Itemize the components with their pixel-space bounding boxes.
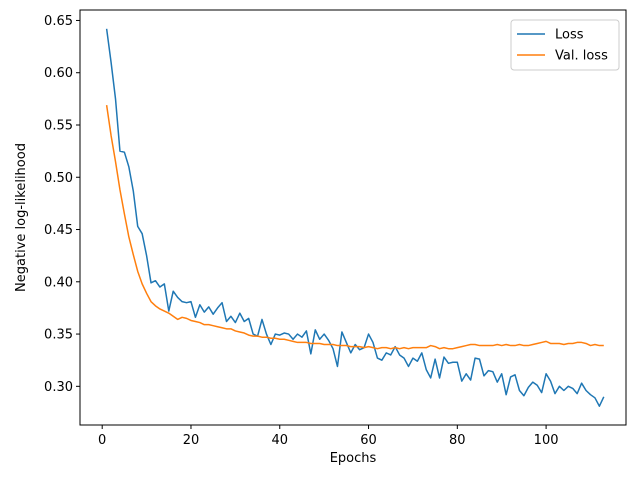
x-tick-label: 40 — [271, 433, 288, 448]
x-axis-label: Epochs — [330, 451, 377, 466]
y-tick-label: 0.55 — [44, 118, 73, 133]
y-tick-label: 0.60 — [44, 66, 73, 81]
series-lines — [105, 28, 605, 407]
loss-series-line — [105, 28, 605, 407]
x-tick-label: 20 — [183, 433, 200, 448]
y-axis-label: Negative log-likelihood — [14, 143, 29, 292]
y-tick-label: 0.40 — [44, 275, 73, 290]
y-tick-label: 0.30 — [44, 380, 73, 395]
x-tick-label: 0 — [98, 433, 106, 448]
y-tick-label: 0.45 — [44, 223, 73, 238]
legend: Loss Val. loss — [510, 19, 620, 71]
x-tick-label: 100 — [534, 433, 559, 448]
legend-box — [510, 19, 620, 71]
y-tick-label: 0.65 — [44, 14, 73, 29]
x-tick-label: 60 — [360, 433, 377, 448]
val-loss-series-line — [105, 105, 604, 350]
x-tick-label: 80 — [449, 433, 466, 448]
y-tick-label: 0.50 — [44, 171, 73, 186]
axes-frame — [79, 9, 627, 426]
ticks: 0 20 40 60 80 100 0.30 0.35 0.40 0.45 0.50 0.55 0.60… — [44, 14, 558, 448]
legend-label-loss: Loss — [555, 28, 584, 43]
y-tick-label: 0.35 — [44, 328, 73, 343]
legend-label-val-loss: Val. loss — [555, 49, 608, 64]
